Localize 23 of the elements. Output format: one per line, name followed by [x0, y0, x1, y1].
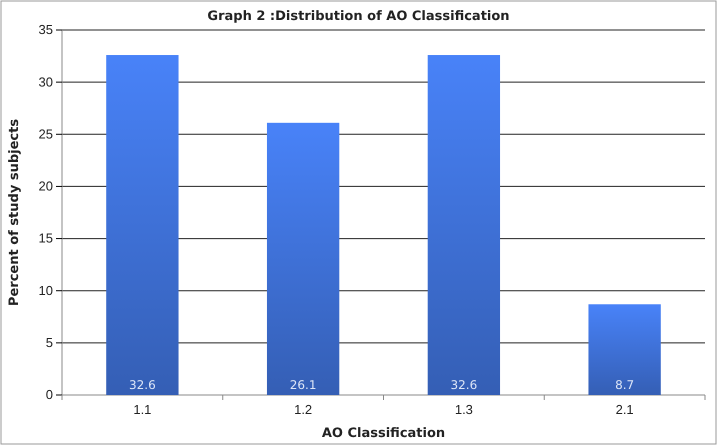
x-tick-label: 1.2 — [294, 402, 312, 418]
y-axis-title: Percent of study subjects — [7, 118, 22, 306]
y-tick-label: 25 — [38, 126, 53, 142]
x-tick-label: 1.3 — [454, 402, 473, 418]
y-tick-label: 15 — [38, 230, 53, 246]
y-tick-label: 10 — [38, 282, 53, 298]
bar — [588, 304, 661, 395]
bar — [266, 122, 340, 395]
x-tick-label: 1.1 — [133, 402, 152, 418]
data-label: 32.6 — [450, 378, 478, 392]
y-tick-label: 0 — [46, 387, 53, 402]
y-tick-label: 30 — [38, 74, 53, 90]
data-label: 26.1 — [290, 378, 316, 392]
y-tick-label: 20 — [38, 178, 53, 194]
bar — [428, 55, 500, 395]
chart-title: Graph 2 :Distribution of AO Classification — [207, 9, 510, 24]
y-tick-label: 5 — [46, 335, 53, 350]
x-tick-label: 2.1 — [616, 402, 634, 418]
data-label: 8.7 — [615, 378, 634, 392]
x-axis-title: AO Classification — [322, 426, 446, 441]
data-label: 32.6 — [129, 378, 156, 392]
y-tick-label: 35 — [38, 22, 53, 38]
bar — [106, 55, 179, 395]
